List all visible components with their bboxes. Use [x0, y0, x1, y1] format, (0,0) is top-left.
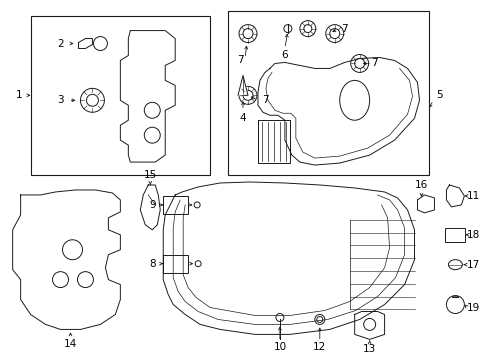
Text: 14: 14 — [64, 339, 77, 349]
Text: 2: 2 — [57, 39, 64, 49]
Text: 7: 7 — [342, 24, 348, 33]
Text: 13: 13 — [363, 345, 376, 354]
Text: 19: 19 — [467, 302, 480, 312]
Polygon shape — [238, 75, 248, 95]
Text: 12: 12 — [313, 342, 326, 352]
Text: 3: 3 — [57, 95, 64, 105]
Text: 17: 17 — [467, 260, 480, 270]
Text: 10: 10 — [273, 342, 287, 352]
Text: 6: 6 — [282, 50, 288, 60]
Text: 15: 15 — [144, 170, 157, 180]
Text: 1: 1 — [15, 90, 22, 100]
Bar — [445, 228, 466, 242]
Text: 18: 18 — [467, 230, 480, 240]
Text: 7: 7 — [371, 58, 378, 68]
Bar — [163, 255, 188, 273]
Text: 7: 7 — [262, 95, 268, 105]
Text: 4: 4 — [240, 113, 246, 123]
Bar — [228, 11, 429, 175]
Text: 9: 9 — [149, 200, 156, 210]
Text: 5: 5 — [436, 90, 443, 100]
Bar — [163, 196, 188, 214]
Text: 7: 7 — [237, 55, 244, 66]
Text: 8: 8 — [149, 259, 156, 269]
Bar — [30, 15, 210, 175]
Text: 16: 16 — [415, 180, 428, 190]
Text: 11: 11 — [467, 191, 480, 201]
